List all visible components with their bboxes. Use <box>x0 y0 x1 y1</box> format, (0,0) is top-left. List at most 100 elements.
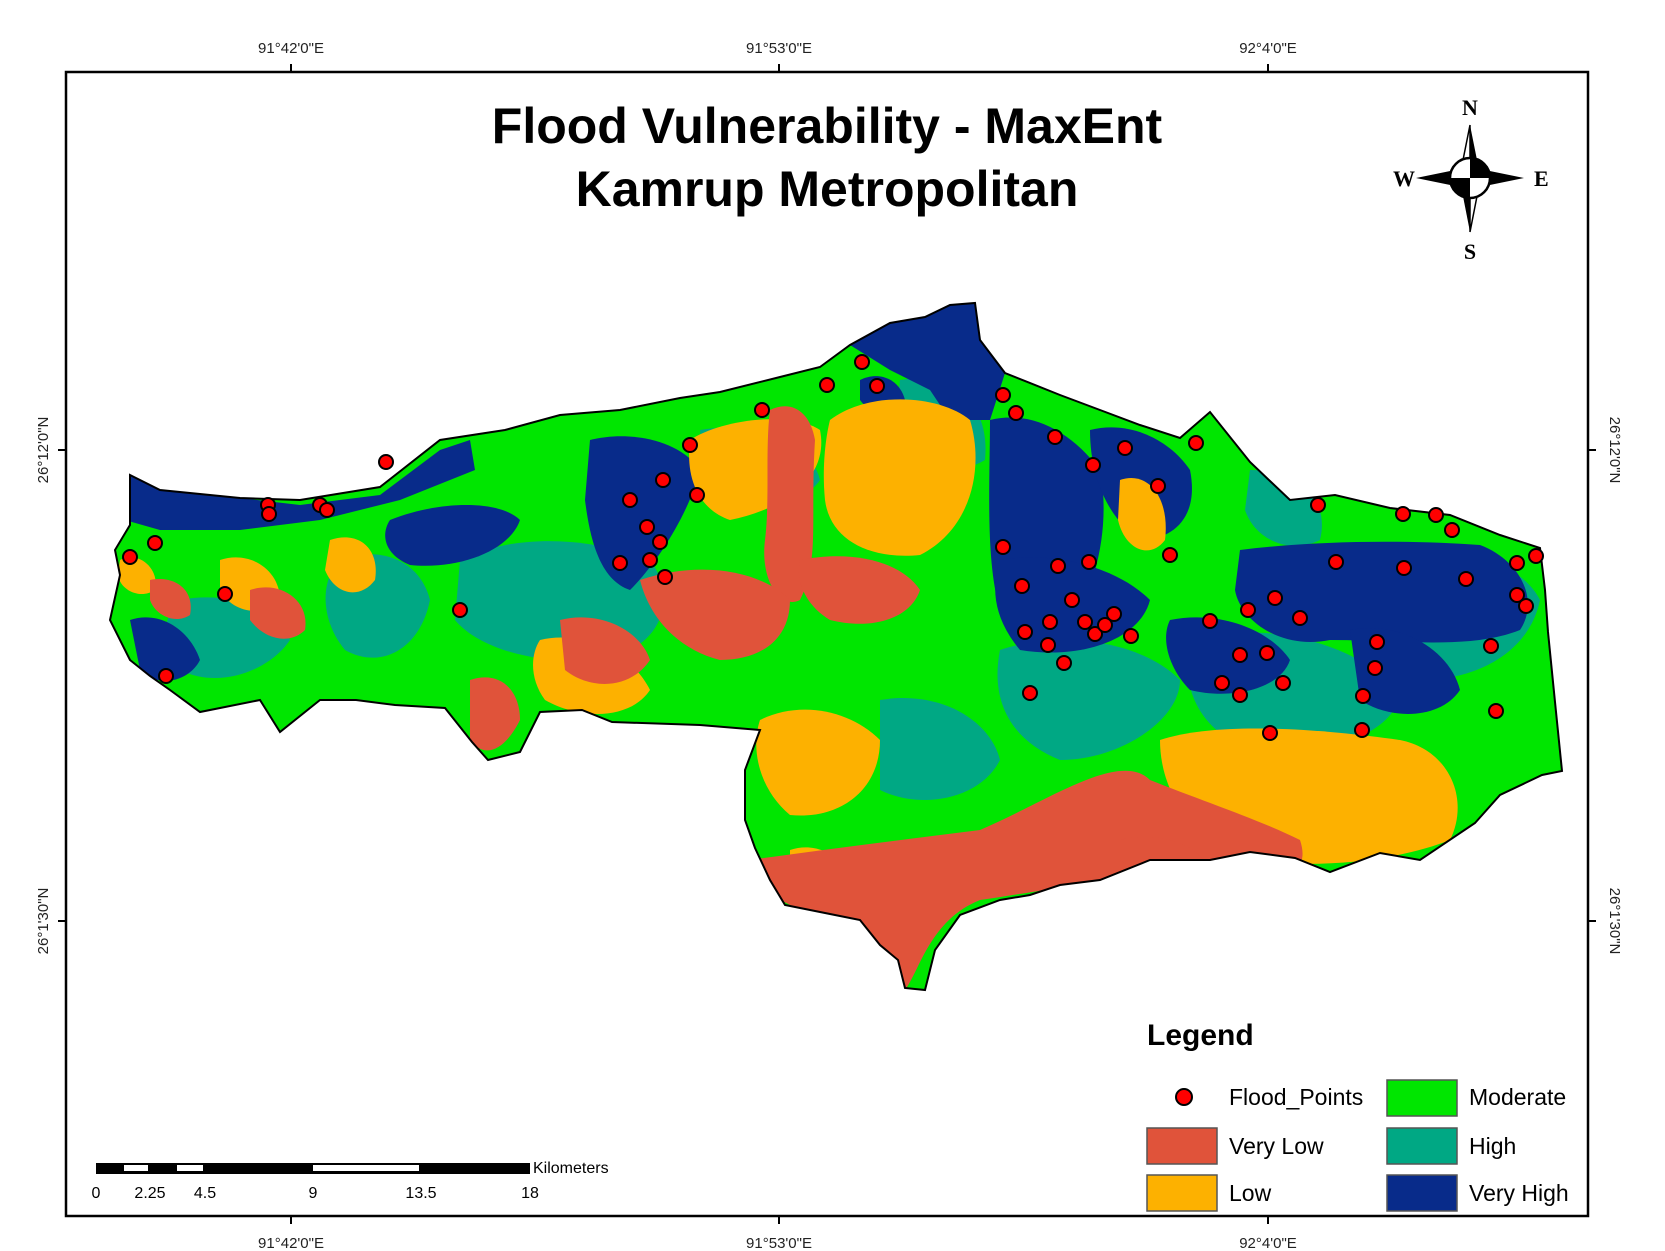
flood-point-swatch-icon <box>1175 1088 1193 1106</box>
legend-swatch-very-low <box>1146 1127 1218 1165</box>
flood-point-marker <box>1097 617 1113 633</box>
flood-point-marker <box>995 387 1011 403</box>
flood-point-marker <box>689 487 705 503</box>
flood-point-marker <box>1064 592 1080 608</box>
flood-point-marker <box>1162 547 1178 563</box>
flood-point-marker <box>1150 478 1166 494</box>
flood-point-marker <box>1395 506 1411 522</box>
flood-point-marker <box>1369 634 1385 650</box>
scale-bar: Kilometers 0 2.25 4.5 9 13.5 18 <box>92 1160 609 1202</box>
flood-point-marker <box>378 454 394 470</box>
flood-point-marker <box>1040 637 1056 653</box>
legend-label-low: Low <box>1229 1180 1272 1206</box>
scale-tick-label: 13.5 <box>405 1185 436 1202</box>
legend-swatch-very-high <box>1386 1174 1458 1212</box>
flood-point-marker <box>147 535 163 551</box>
scale-unit-label: Kilometers <box>533 1160 609 1177</box>
flood-point-marker <box>869 378 885 394</box>
flood-point-marker <box>261 506 277 522</box>
flood-point-marker <box>1240 602 1256 618</box>
lon-label-top: 91°53'0"E <box>746 40 812 57</box>
flood-point-marker <box>639 519 655 535</box>
legend: Legend Flood_Points Very Low Low Moderat… <box>1146 1019 1569 1212</box>
flood-point-marker <box>1509 555 1525 571</box>
flood-point-marker <box>1518 598 1534 614</box>
legend-swatch-high <box>1386 1127 1458 1165</box>
south-label: S <box>1464 239 1476 264</box>
flood-point-marker <box>1022 685 1038 701</box>
flood-point-marker <box>1008 405 1024 421</box>
scale-tick-label: 2.25 <box>134 1185 165 1202</box>
map-title-line1: Flood Vulnerability - MaxEnt <box>492 98 1163 154</box>
flood-point-marker <box>1367 660 1383 676</box>
lon-label-bottom: 91°42'0"E <box>258 1235 324 1251</box>
lat-label-left: 26°1'30"N <box>35 888 52 955</box>
flood-point-marker <box>1014 578 1030 594</box>
flood-point-marker <box>754 402 770 418</box>
scale-tick-label: 0 <box>92 1185 101 1202</box>
flood-point-marker <box>1328 554 1344 570</box>
lon-label-bottom: 91°53'0"E <box>746 1235 812 1251</box>
flood-point-marker <box>1017 624 1033 640</box>
flood-point-marker <box>642 552 658 568</box>
flood-point-marker <box>1077 614 1093 630</box>
flood-point-marker <box>1047 429 1063 445</box>
lat-label-right: 26°1'30"N <box>1606 888 1623 955</box>
east-label: E <box>1534 166 1549 191</box>
flood-point-marker <box>1483 638 1499 654</box>
west-label: W <box>1393 166 1415 191</box>
flood-point-marker <box>1509 587 1525 603</box>
flood-point-marker <box>1292 610 1308 626</box>
flood-point-marker <box>1310 497 1326 513</box>
flood-point-marker <box>995 539 1011 555</box>
flood-point-marker <box>1087 626 1103 642</box>
flood-point-marker <box>1267 590 1283 606</box>
legend-label-moderate: Moderate <box>1469 1084 1566 1110</box>
north-label: N <box>1462 95 1478 120</box>
flood-point-marker <box>1081 554 1097 570</box>
flood-point-marker <box>1214 675 1230 691</box>
flood-point-marker <box>1042 614 1058 630</box>
lat-label-right: 26°12'0"N <box>1606 417 1623 484</box>
flood-point-marker <box>612 555 628 571</box>
flood-point-marker <box>622 492 638 508</box>
flood-point-marker <box>1259 645 1275 661</box>
flood-point-marker <box>652 534 668 550</box>
flood-point-marker <box>1232 687 1248 703</box>
flood-point-marker <box>1188 435 1204 451</box>
flood-point-marker <box>657 569 673 585</box>
flood-point-marker <box>158 668 174 684</box>
flood-points-layer <box>122 354 1544 741</box>
scale-tick-label: 18 <box>521 1185 539 1202</box>
flood-point-marker <box>854 354 870 370</box>
flood-point-marker <box>655 472 671 488</box>
flood-point-marker <box>217 586 233 602</box>
legend-label-high: High <box>1469 1133 1516 1159</box>
flood-point-marker <box>122 549 138 565</box>
flood-point-marker <box>1232 647 1248 663</box>
lon-label-bottom: 92°4'0"E <box>1239 1235 1297 1251</box>
graticule-ticks <box>58 64 1596 1224</box>
flood-point-marker <box>1262 725 1278 741</box>
flood-point-marker <box>1275 675 1291 691</box>
flood-point-marker <box>319 502 335 518</box>
legend-label-very-high: Very High <box>1469 1180 1569 1206</box>
legend-title: Legend <box>1147 1019 1254 1052</box>
flood-point-marker <box>1050 558 1066 574</box>
flood-point-marker <box>452 602 468 618</box>
scale-tick-label: 9 <box>309 1185 318 1202</box>
lat-label-left: 26°12'0"N <box>35 417 52 484</box>
flood-point-marker <box>1396 560 1412 576</box>
map-title-line2: Kamrup Metropolitan <box>576 161 1079 217</box>
flood-point-marker <box>1458 571 1474 587</box>
flood-point-marker <box>1528 548 1544 564</box>
flood-point-marker <box>1354 722 1370 738</box>
lon-label-top: 91°42'0"E <box>258 40 324 57</box>
flood-point-marker <box>1355 688 1371 704</box>
lon-label-top: 92°4'0"E <box>1239 40 1297 57</box>
flood-point-marker <box>1444 522 1460 538</box>
flood-point-marker <box>1085 457 1101 473</box>
legend-swatch-low <box>1146 1174 1218 1212</box>
flood-point-marker <box>819 377 835 393</box>
